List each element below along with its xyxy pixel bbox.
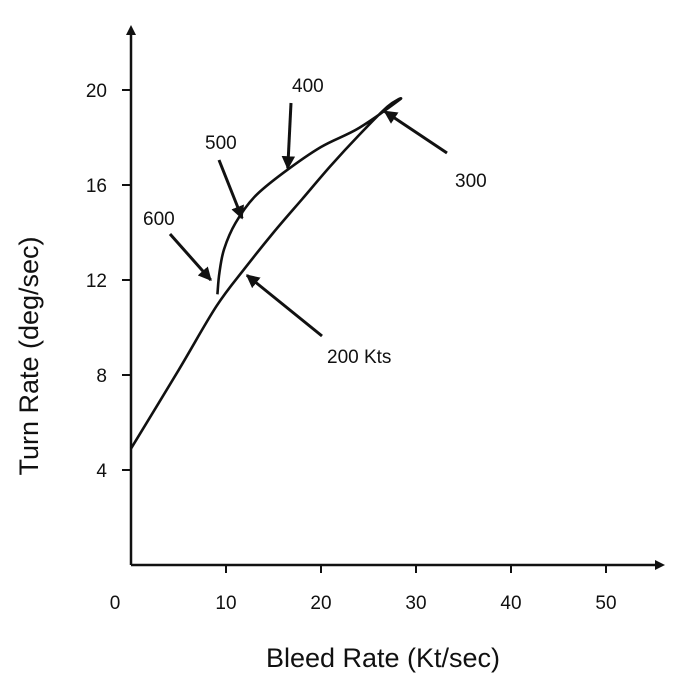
- annotation-label: 600: [143, 209, 175, 230]
- x-ticks: 0 10 20 30 40 50: [110, 565, 617, 614]
- annotation-arrow: [288, 103, 291, 168]
- x-tick-label: 0: [110, 593, 121, 614]
- annotation-arrow: [247, 275, 322, 336]
- annotation-label: 300: [455, 171, 487, 192]
- x-tick-label: 30: [405, 593, 426, 614]
- x-tick-label: 40: [500, 593, 521, 614]
- annotation-label: 400: [292, 76, 324, 97]
- annotation-label: 200 Kts: [327, 347, 391, 368]
- y-axis-title: Turn Rate (deg/sec): [14, 236, 44, 475]
- series-line: [131, 98, 401, 448]
- annotations-layer: 200 Kts 300 400 500 600: [143, 76, 487, 368]
- y-ticks: 4 8 12 16 20: [86, 81, 131, 482]
- x-tick-label: 50: [595, 593, 616, 614]
- x-axis-title: Bleed Rate (Kt/sec): [266, 643, 500, 673]
- series-layer: [131, 98, 401, 448]
- annotation-arrow: [170, 234, 211, 280]
- annotation-label: 500: [205, 133, 237, 154]
- annotation-arrow: [385, 111, 447, 153]
- y-tick-label: 16: [86, 176, 107, 197]
- annotation-arrow: [219, 160, 242, 218]
- x-tick-label: 10: [215, 593, 236, 614]
- y-tick-label: 12: [86, 271, 107, 292]
- x-tick-label: 20: [310, 593, 331, 614]
- y-tick-label: 20: [86, 81, 107, 102]
- axes: [131, 34, 656, 565]
- y-tick-label: 4: [96, 461, 107, 482]
- y-tick-label: 8: [96, 366, 107, 387]
